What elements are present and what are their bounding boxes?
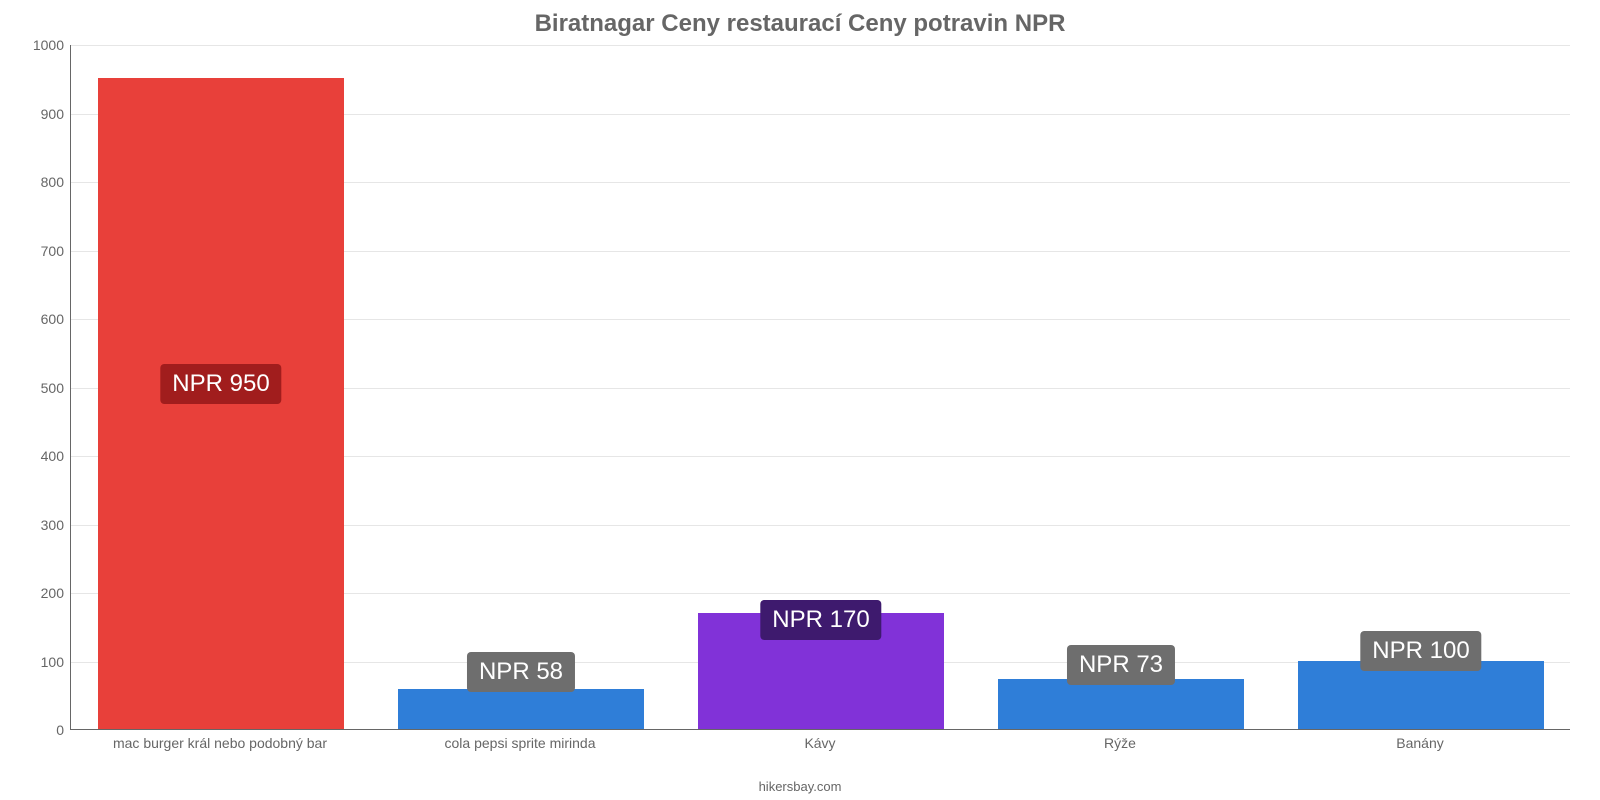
ytick-label: 700 — [8, 243, 64, 259]
xtick-label: mac burger král nebo podobný bar — [113, 735, 327, 751]
xtick-label: Rýže — [1104, 735, 1136, 751]
ytick-label: 800 — [8, 174, 64, 190]
ytick-label: 900 — [8, 106, 64, 122]
ytick-label: 300 — [8, 517, 64, 533]
gridline — [71, 45, 1570, 46]
ytick-label: 0 — [8, 722, 64, 738]
xtick-label: Kávy — [804, 735, 835, 751]
ytick-label: 500 — [8, 380, 64, 396]
plot-area: NPR 950 NPR 58 NPR 170 NPR 73 NPR 100 — [70, 45, 1570, 730]
value-badge: NPR 100 — [1360, 631, 1481, 671]
value-badge: NPR 170 — [760, 600, 881, 640]
ytick-label: 200 — [8, 585, 64, 601]
value-badge: NPR 58 — [467, 652, 575, 692]
ytick-label: 400 — [8, 448, 64, 464]
value-badge: NPR 950 — [160, 364, 281, 404]
price-bar-chart: Biratnagar Ceny restaurací Ceny potravin… — [0, 0, 1600, 800]
bar — [398, 689, 644, 729]
attribution-text: hikersbay.com — [0, 779, 1600, 794]
xtick-label: cola pepsi sprite mirinda — [445, 735, 596, 751]
xtick-label: Banány — [1396, 735, 1443, 751]
bar — [998, 679, 1244, 729]
ytick-label: 100 — [8, 654, 64, 670]
ytick-label: 1000 — [8, 37, 64, 53]
chart-title: Biratnagar Ceny restaurací Ceny potravin… — [0, 10, 1600, 38]
value-badge: NPR 73 — [1067, 645, 1175, 685]
ytick-label: 600 — [8, 311, 64, 327]
